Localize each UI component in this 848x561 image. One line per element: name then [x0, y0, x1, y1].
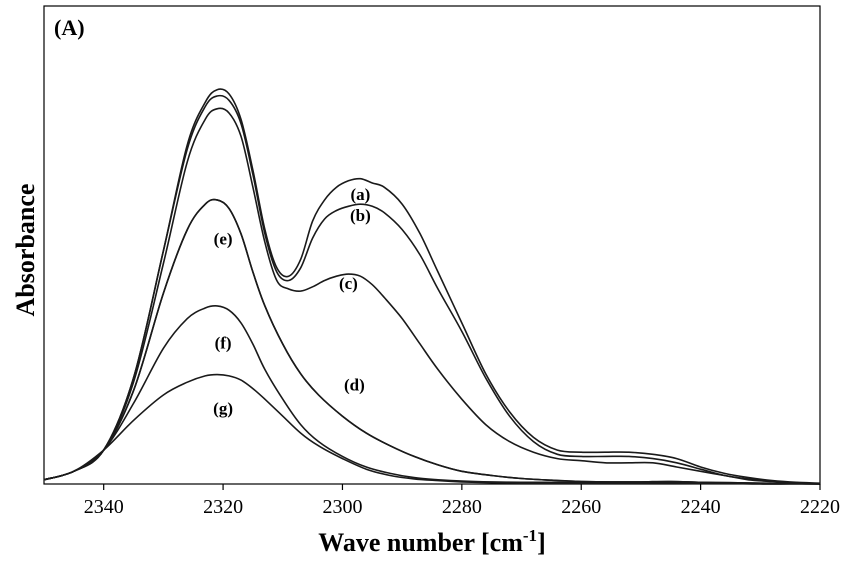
curve-labels: (a) (b) (c) (d) (e) (f) (g) — [213, 185, 371, 418]
curve-label-f: (f) — [215, 333, 232, 352]
spectrum-curves — [43, 88, 821, 485]
x-axis-ticks: 2340 2320 2300 2280 2260 2240 2220 — [84, 484, 840, 518]
x-axis-title-main: Wave number [cm — [318, 528, 523, 557]
x-tick-label-2280: 2280 — [442, 496, 482, 518]
curve-label-b: (b) — [350, 206, 371, 225]
x-tick-label-2260: 2260 — [561, 496, 601, 518]
series-line-f — [43, 305, 821, 485]
plot-frame — [43, 5, 821, 485]
x-axis-title-close: ] — [537, 528, 546, 557]
series-line-c — [43, 107, 821, 485]
x-axis-title: Wave number [cm-1] — [318, 526, 545, 557]
y-axis-title: Absorbance — [11, 184, 40, 317]
curve-label-c: (c) — [339, 274, 358, 293]
curve-label-g: (g) — [213, 399, 233, 418]
x-tick-label-2300: 2300 — [322, 496, 362, 518]
series-line-g — [43, 373, 820, 485]
x-axis-title-unit-exponent: -1 — [523, 526, 537, 545]
x-tick-label-2220: 2220 — [800, 496, 840, 518]
series-line-d — [43, 198, 821, 485]
x-tick-label-2240: 2240 — [681, 496, 721, 518]
curve-label-d: (d) — [344, 376, 365, 395]
curve-label-e: (e) — [214, 229, 233, 248]
x-tick-label-2340: 2340 — [84, 496, 124, 518]
series-line-b — [43, 94, 821, 485]
curve-label-a: (a) — [350, 185, 370, 204]
series-line-a — [43, 88, 821, 484]
series-line-e — [43, 198, 821, 485]
x-tick-label-2320: 2320 — [203, 496, 243, 518]
panel-label: (A) — [54, 15, 85, 40]
